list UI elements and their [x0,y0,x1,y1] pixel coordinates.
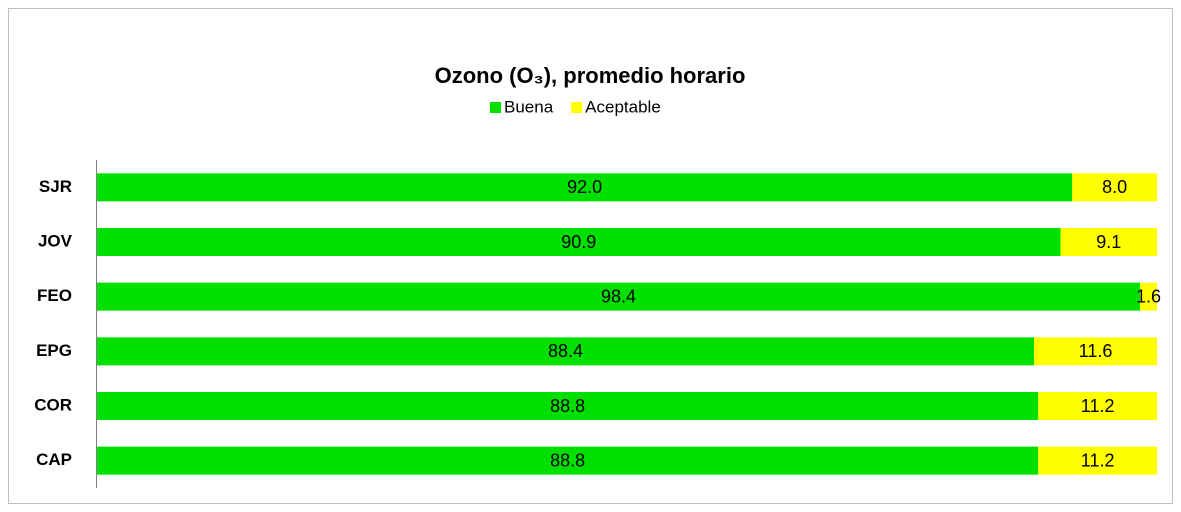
bar [1140,282,1157,311]
data-label: 88.8 [550,450,585,470]
legend-swatch [571,102,583,113]
data-label: 8.0 [1102,177,1127,197]
bar [97,282,1141,311]
legend-label: Aceptable [585,97,661,116]
data-label: 11.6 [1079,341,1113,361]
data-label: 88.4 [548,341,583,361]
data-label: 92.0 [567,177,602,197]
data-label: 1.6 [1136,286,1161,306]
data-label: 9.1 [1096,232,1121,252]
y-tick-label: EPG [36,341,72,360]
bar [97,228,1061,256]
legend-label: Buena [504,97,554,116]
bar [1038,392,1157,420]
bar [97,337,1035,366]
bar [97,392,1039,420]
legend-swatch [490,102,501,113]
chart-title: Ozono (O₃), promedio horario [435,63,746,88]
y-tick-label: CAP [36,450,72,469]
bar [1072,173,1157,202]
y-tick-label: SJR [39,177,72,196]
data-label: 98.4 [601,286,636,306]
bar [97,173,1073,202]
bar [1034,337,1157,366]
data-label: 11.2 [1081,450,1115,470]
y-tick-label: COR [34,395,72,414]
data-label: 90.9 [561,232,596,252]
bar [1038,446,1157,475]
bar [1060,228,1157,256]
data-label: 11.2 [1081,396,1115,416]
data-label: 88.8 [550,396,585,416]
y-tick-label: FEO [37,286,72,305]
bar [97,446,1039,475]
y-tick-label: JOV [38,231,73,250]
